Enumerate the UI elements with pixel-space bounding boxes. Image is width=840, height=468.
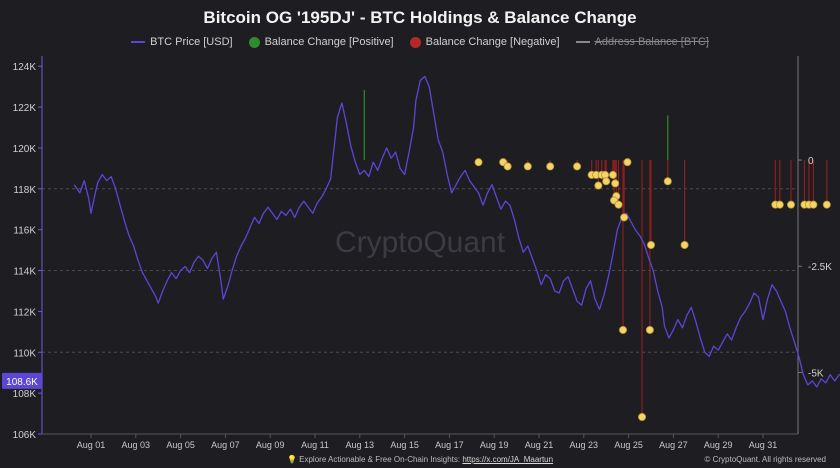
negative-change-dot (594, 181, 603, 190)
negative-change-dot (638, 413, 647, 422)
x-tick-label: Aug 27 (659, 440, 688, 450)
y-left-tick-label: 114K (13, 267, 36, 278)
current-price-box (2, 372, 42, 389)
legend-item-btc-price[interactable]: BTC Price [USD] (131, 36, 233, 48)
y-left-tick-label: 112K (13, 307, 36, 318)
negative-change-dot (620, 213, 629, 222)
legend-label: Balance Change [Negative] (425, 36, 560, 48)
negative-change-dot (523, 162, 532, 171)
watermark-text: CryptoQuant (335, 226, 506, 259)
current-price-label: 108.6K (6, 377, 38, 388)
price-series (73, 75, 840, 388)
negative-change-dot (601, 170, 610, 179)
negative-change-dot (623, 158, 632, 167)
x-tick-label: Aug 23 (570, 440, 599, 450)
negative-change-dot (546, 162, 555, 171)
y-left-tick-label: 120K (13, 144, 37, 155)
legend-line-icon (131, 41, 146, 43)
negative-change-dot (602, 177, 611, 186)
bulb-icon: 💡 (286, 455, 297, 464)
legend-item-address-balance[interactable]: Address Balance [BTC] (575, 36, 709, 48)
y-left-tick-label: 108K (13, 389, 37, 400)
legend-line-icon (575, 41, 590, 43)
x-tick-label: Aug 09 (256, 440, 285, 450)
y-right-tick-label: 0 (808, 156, 814, 167)
negative-change-dot (619, 325, 628, 334)
green-dot-icon (248, 36, 260, 48)
x-tick-label: Aug 19 (480, 440, 509, 450)
negative-change-dot (503, 162, 512, 171)
y-left-tick-label: 118K (13, 185, 36, 196)
x-tick-label: Aug 25 (614, 440, 643, 450)
negative-change-dot (608, 170, 617, 179)
y-right-tick-label: -5K (808, 368, 824, 379)
x-tick-label: Aug 11 (301, 440, 329, 450)
y-left-tick-label: 122K (13, 103, 37, 114)
red-dot-icon (409, 36, 421, 48)
y-left-tick-label: 124K (13, 62, 37, 73)
footer-copyright: © CryptoQuant. All rights reserved (704, 455, 827, 464)
negative-change-dot (663, 177, 672, 186)
x-tick-label: Aug 01 (77, 440, 106, 450)
current-price-marker: 108.6K (2, 372, 42, 389)
negative-change-dot (822, 200, 831, 209)
negative-change-dot (645, 325, 654, 334)
negative-change-dot (775, 200, 784, 209)
footer-text: Explore Actionable & Free On-Chain Insig… (299, 455, 461, 464)
chart-title: Bitcoin OG '195DJ' - BTC Holdings & Bala… (203, 8, 637, 27)
chart-area: CryptoQuant 106K 108K 110K 112K 114K 116K 118K… (2, 56, 840, 450)
x-tick-label: Aug 21 (525, 440, 554, 450)
footer-link[interactable]: https://x.com/JA_Maartun (462, 455, 554, 464)
legend-label: Balance Change [Positive] (264, 36, 394, 48)
x-tick-label: Aug 13 (346, 440, 375, 450)
y-right-tick-label: -2.5K (808, 262, 832, 273)
balance-change-dots (474, 158, 831, 422)
x-tick-label: Aug 07 (211, 440, 240, 450)
grid-lines (42, 188, 798, 353)
y-left-tick-label: 106K (13, 430, 37, 441)
btc-price-line (73, 75, 840, 388)
x-tick-label: Aug 31 (749, 440, 778, 450)
axes (41, 56, 799, 435)
tick-labels: 106K 108K 110K 112K 114K 116K 118K 120K 122K 124K… (13, 62, 833, 450)
chart-legend: BTC Price [USD] Balance Change [Positive… (0, 36, 840, 48)
x-tick-label: Aug 29 (704, 440, 733, 450)
negative-change-dot (680, 240, 689, 249)
legend-item-positive[interactable]: Balance Change [Positive] (248, 36, 394, 48)
negative-change-dot (573, 162, 582, 171)
negative-change-dot (611, 179, 620, 188)
negative-change-dot (809, 200, 818, 209)
footer-insights: 💡 Explore Actionable & Free On-Chain Ins… (0, 455, 840, 464)
x-tick-label: Aug 15 (390, 440, 419, 450)
y-left-tick-label: 116K (13, 226, 36, 237)
negative-change-dot (787, 200, 796, 209)
y-left-tick-label: 110K (13, 348, 36, 359)
x-tick-label: Aug 05 (166, 440, 195, 450)
x-tick-label: Aug 03 (122, 440, 151, 450)
negative-change-dot (647, 240, 656, 249)
negative-change-dot (474, 158, 483, 167)
x-tick-label: Aug 17 (435, 440, 464, 450)
footer: 💡 Explore Actionable & Free On-Chain Ins… (0, 452, 840, 468)
legend-label: Address Balance [BTC] (594, 36, 709, 48)
legend-item-negative[interactable]: Balance Change [Negative] (409, 36, 560, 48)
negative-change-dot (614, 200, 623, 209)
legend-label: BTC Price [USD] (150, 36, 233, 48)
